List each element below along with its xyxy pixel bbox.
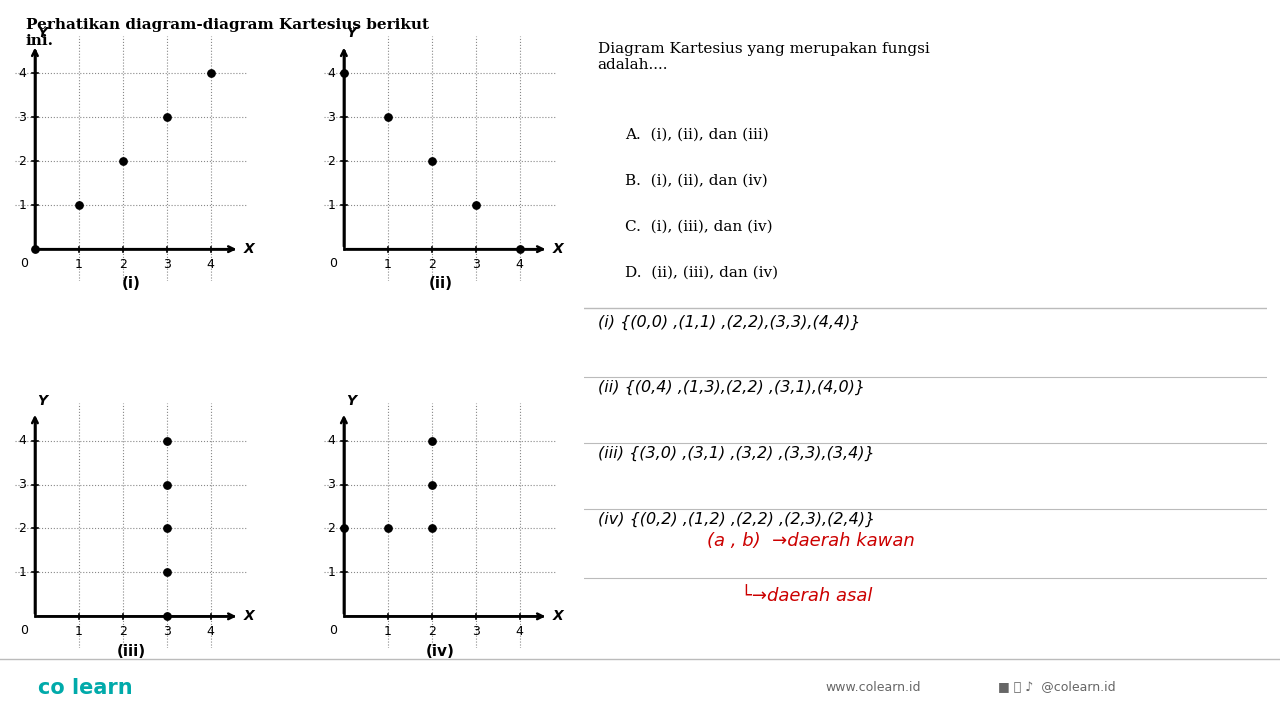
Text: ■ Ⓞ ♪  @colearn.id: ■ Ⓞ ♪ @colearn.id xyxy=(998,681,1116,694)
Text: 3: 3 xyxy=(18,478,26,491)
Text: 4: 4 xyxy=(516,625,524,638)
Text: 4: 4 xyxy=(18,67,26,80)
Text: Diagram Kartesius yang merupakan fungsi
adalah....: Diagram Kartesius yang merupakan fungsi … xyxy=(598,42,929,72)
Text: (a , b)  →daerah kawan: (a , b) →daerah kawan xyxy=(707,531,915,550)
Text: 3: 3 xyxy=(18,111,26,124)
Point xyxy=(378,112,398,123)
Point xyxy=(334,523,355,534)
Text: 2: 2 xyxy=(119,625,127,638)
Point xyxy=(421,156,442,167)
Text: 1: 1 xyxy=(384,625,392,638)
Point xyxy=(421,479,442,490)
Text: 1: 1 xyxy=(18,566,26,579)
Point xyxy=(24,243,45,255)
Point xyxy=(334,68,355,79)
Text: 1: 1 xyxy=(384,258,392,271)
Text: co learn: co learn xyxy=(38,678,133,698)
Text: 0: 0 xyxy=(329,624,337,637)
Text: www.colearn.id: www.colearn.id xyxy=(826,681,922,694)
Text: 3: 3 xyxy=(472,625,480,638)
Text: 4: 4 xyxy=(207,625,215,638)
Point xyxy=(156,479,177,490)
Text: 1: 1 xyxy=(18,199,26,212)
Text: 4: 4 xyxy=(18,434,26,447)
Point xyxy=(156,112,177,123)
Text: 2: 2 xyxy=(428,258,435,271)
Text: 4: 4 xyxy=(328,434,335,447)
Text: Y: Y xyxy=(37,27,47,40)
Point xyxy=(466,199,486,211)
Point xyxy=(156,611,177,622)
Point xyxy=(421,435,442,446)
Text: Y: Y xyxy=(346,394,356,408)
Text: (i): (i) xyxy=(122,276,141,292)
Text: └→daerah asal: └→daerah asal xyxy=(741,587,873,605)
Text: 0: 0 xyxy=(20,624,28,637)
Text: 4: 4 xyxy=(207,258,215,271)
Text: 0: 0 xyxy=(20,257,28,270)
Text: A.  (i), (ii), dan (iii): A. (i), (ii), dan (iii) xyxy=(625,128,769,142)
Text: D.  (ii), (iii), dan (iv): D. (ii), (iii), dan (iv) xyxy=(625,266,778,279)
Text: (ii) {(0,4) ,(1,3),(2,2) ,(3,1),(4,0)}: (ii) {(0,4) ,(1,3),(2,2) ,(3,1),(4,0)} xyxy=(598,380,865,395)
Text: 0: 0 xyxy=(329,257,337,270)
Text: 1: 1 xyxy=(328,199,335,212)
Point xyxy=(201,68,221,79)
Text: 3: 3 xyxy=(328,111,335,124)
Text: 3: 3 xyxy=(472,258,480,271)
Text: 2: 2 xyxy=(328,522,335,535)
Point xyxy=(113,156,133,167)
Text: 2: 2 xyxy=(428,625,435,638)
Text: X: X xyxy=(243,242,255,256)
Text: X: X xyxy=(553,242,563,256)
Text: 4: 4 xyxy=(328,67,335,80)
Text: B.  (i), (ii), dan (iv): B. (i), (ii), dan (iv) xyxy=(625,174,768,188)
Text: 4: 4 xyxy=(516,258,524,271)
Point xyxy=(156,567,177,578)
Text: Perhatikan diagram-diagram Kartesius berikut
ini.: Perhatikan diagram-diagram Kartesius ber… xyxy=(26,18,429,48)
Point xyxy=(69,199,90,211)
Text: 1: 1 xyxy=(76,258,83,271)
Text: Y: Y xyxy=(37,394,47,408)
Text: 2: 2 xyxy=(18,522,26,535)
Point xyxy=(509,243,530,255)
Text: (iv): (iv) xyxy=(426,644,454,659)
Text: 1: 1 xyxy=(328,566,335,579)
Text: (i) {(0,0) ,(1,1) ,(2,2),(3,3),(4,4)}: (i) {(0,0) ,(1,1) ,(2,2),(3,3),(4,4)} xyxy=(598,315,860,330)
Text: C.  (i), (iii), dan (iv): C. (i), (iii), dan (iv) xyxy=(625,220,773,233)
Text: 2: 2 xyxy=(18,155,26,168)
Point xyxy=(156,523,177,534)
Text: 1: 1 xyxy=(76,625,83,638)
Point xyxy=(156,435,177,446)
Text: Y: Y xyxy=(346,27,356,40)
Text: 2: 2 xyxy=(119,258,127,271)
Text: (iv) {(0,2) ,(1,2) ,(2,2) ,(2,3),(2,4)}: (iv) {(0,2) ,(1,2) ,(2,2) ,(2,3),(2,4)} xyxy=(598,512,874,527)
Point xyxy=(378,523,398,534)
Text: (iii): (iii) xyxy=(116,644,146,659)
Text: (iii) {(3,0) ,(3,1) ,(3,2) ,(3,3),(3,4)}: (iii) {(3,0) ,(3,1) ,(3,2) ,(3,3),(3,4)} xyxy=(598,446,874,462)
Point xyxy=(421,523,442,534)
Text: 3: 3 xyxy=(328,478,335,491)
Text: X: X xyxy=(553,609,563,624)
Text: X: X xyxy=(243,609,255,624)
Text: 3: 3 xyxy=(163,258,170,271)
Text: 2: 2 xyxy=(328,155,335,168)
Text: 3: 3 xyxy=(163,625,170,638)
Text: (ii): (ii) xyxy=(429,276,453,292)
